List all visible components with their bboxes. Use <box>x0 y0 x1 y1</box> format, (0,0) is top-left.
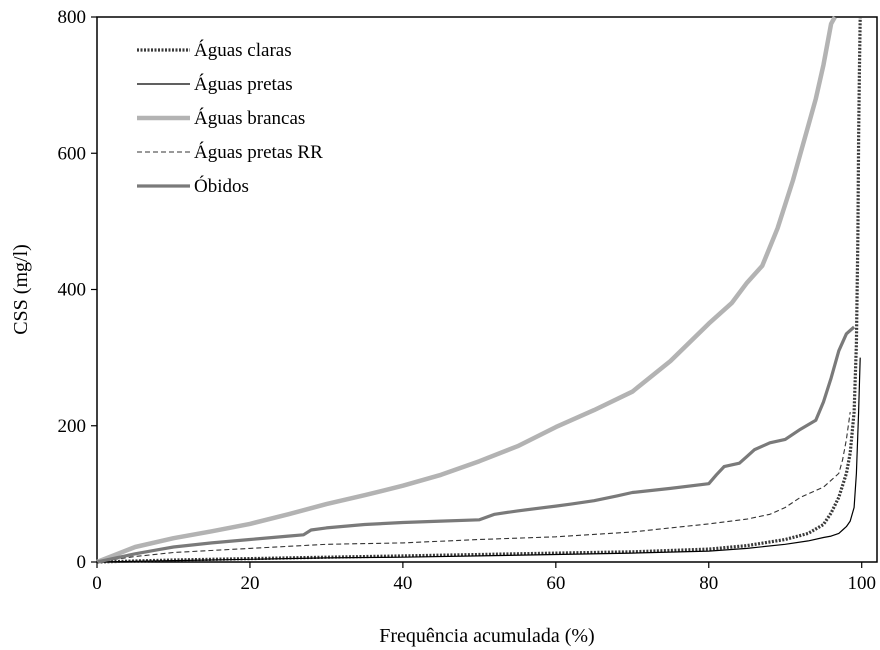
x-axis: 0 20 40 60 80 100 <box>92 562 876 594</box>
series-line-obidos <box>96 325 856 564</box>
legend-label-aguas-pretas-rr: Águas pretas RR <box>194 141 323 163</box>
x-tick-label: 40 <box>393 573 412 594</box>
series-layer <box>96 15 862 565</box>
y-tick-label: 600 <box>58 143 87 164</box>
x-tick-label: 0 <box>92 573 102 594</box>
legend-label-obidos: Óbidos <box>194 175 249 197</box>
y-axis-label: CSS (mg/l) <box>10 244 32 335</box>
plot-area <box>96 15 878 565</box>
series-line-aguas-brancas <box>96 15 837 565</box>
x-tick-label: 80 <box>699 573 718 594</box>
legend-label-aguas-pretas: Águas pretas <box>194 73 293 95</box>
x-tick-label: 60 <box>546 573 565 594</box>
y-tick-label: 400 <box>58 280 87 301</box>
y-axis: 0 200 400 600 800 <box>58 7 97 573</box>
plot-frame <box>96 16 878 563</box>
y-tick-label: 200 <box>58 416 87 437</box>
y-tick-label: 0 <box>77 552 87 573</box>
legend-label-aguas-claras: Águas claras <box>194 39 292 61</box>
series-line-aguas-claras <box>96 16 862 564</box>
series-line-aguas-pretas-rr <box>96 412 851 563</box>
x-tick-label: 20 <box>240 573 259 594</box>
x-tick-label: 100 <box>847 573 876 594</box>
legend-label-aguas-brancas: Águas brancas <box>194 107 305 129</box>
legend: Águas claras Águas pretas Águas brancas Águ… <box>137 39 323 197</box>
series-line-aguas-pretas <box>96 357 861 563</box>
x-axis-label: Frequência acumulada (%) <box>379 625 594 647</box>
y-tick-label: 800 <box>58 7 87 28</box>
